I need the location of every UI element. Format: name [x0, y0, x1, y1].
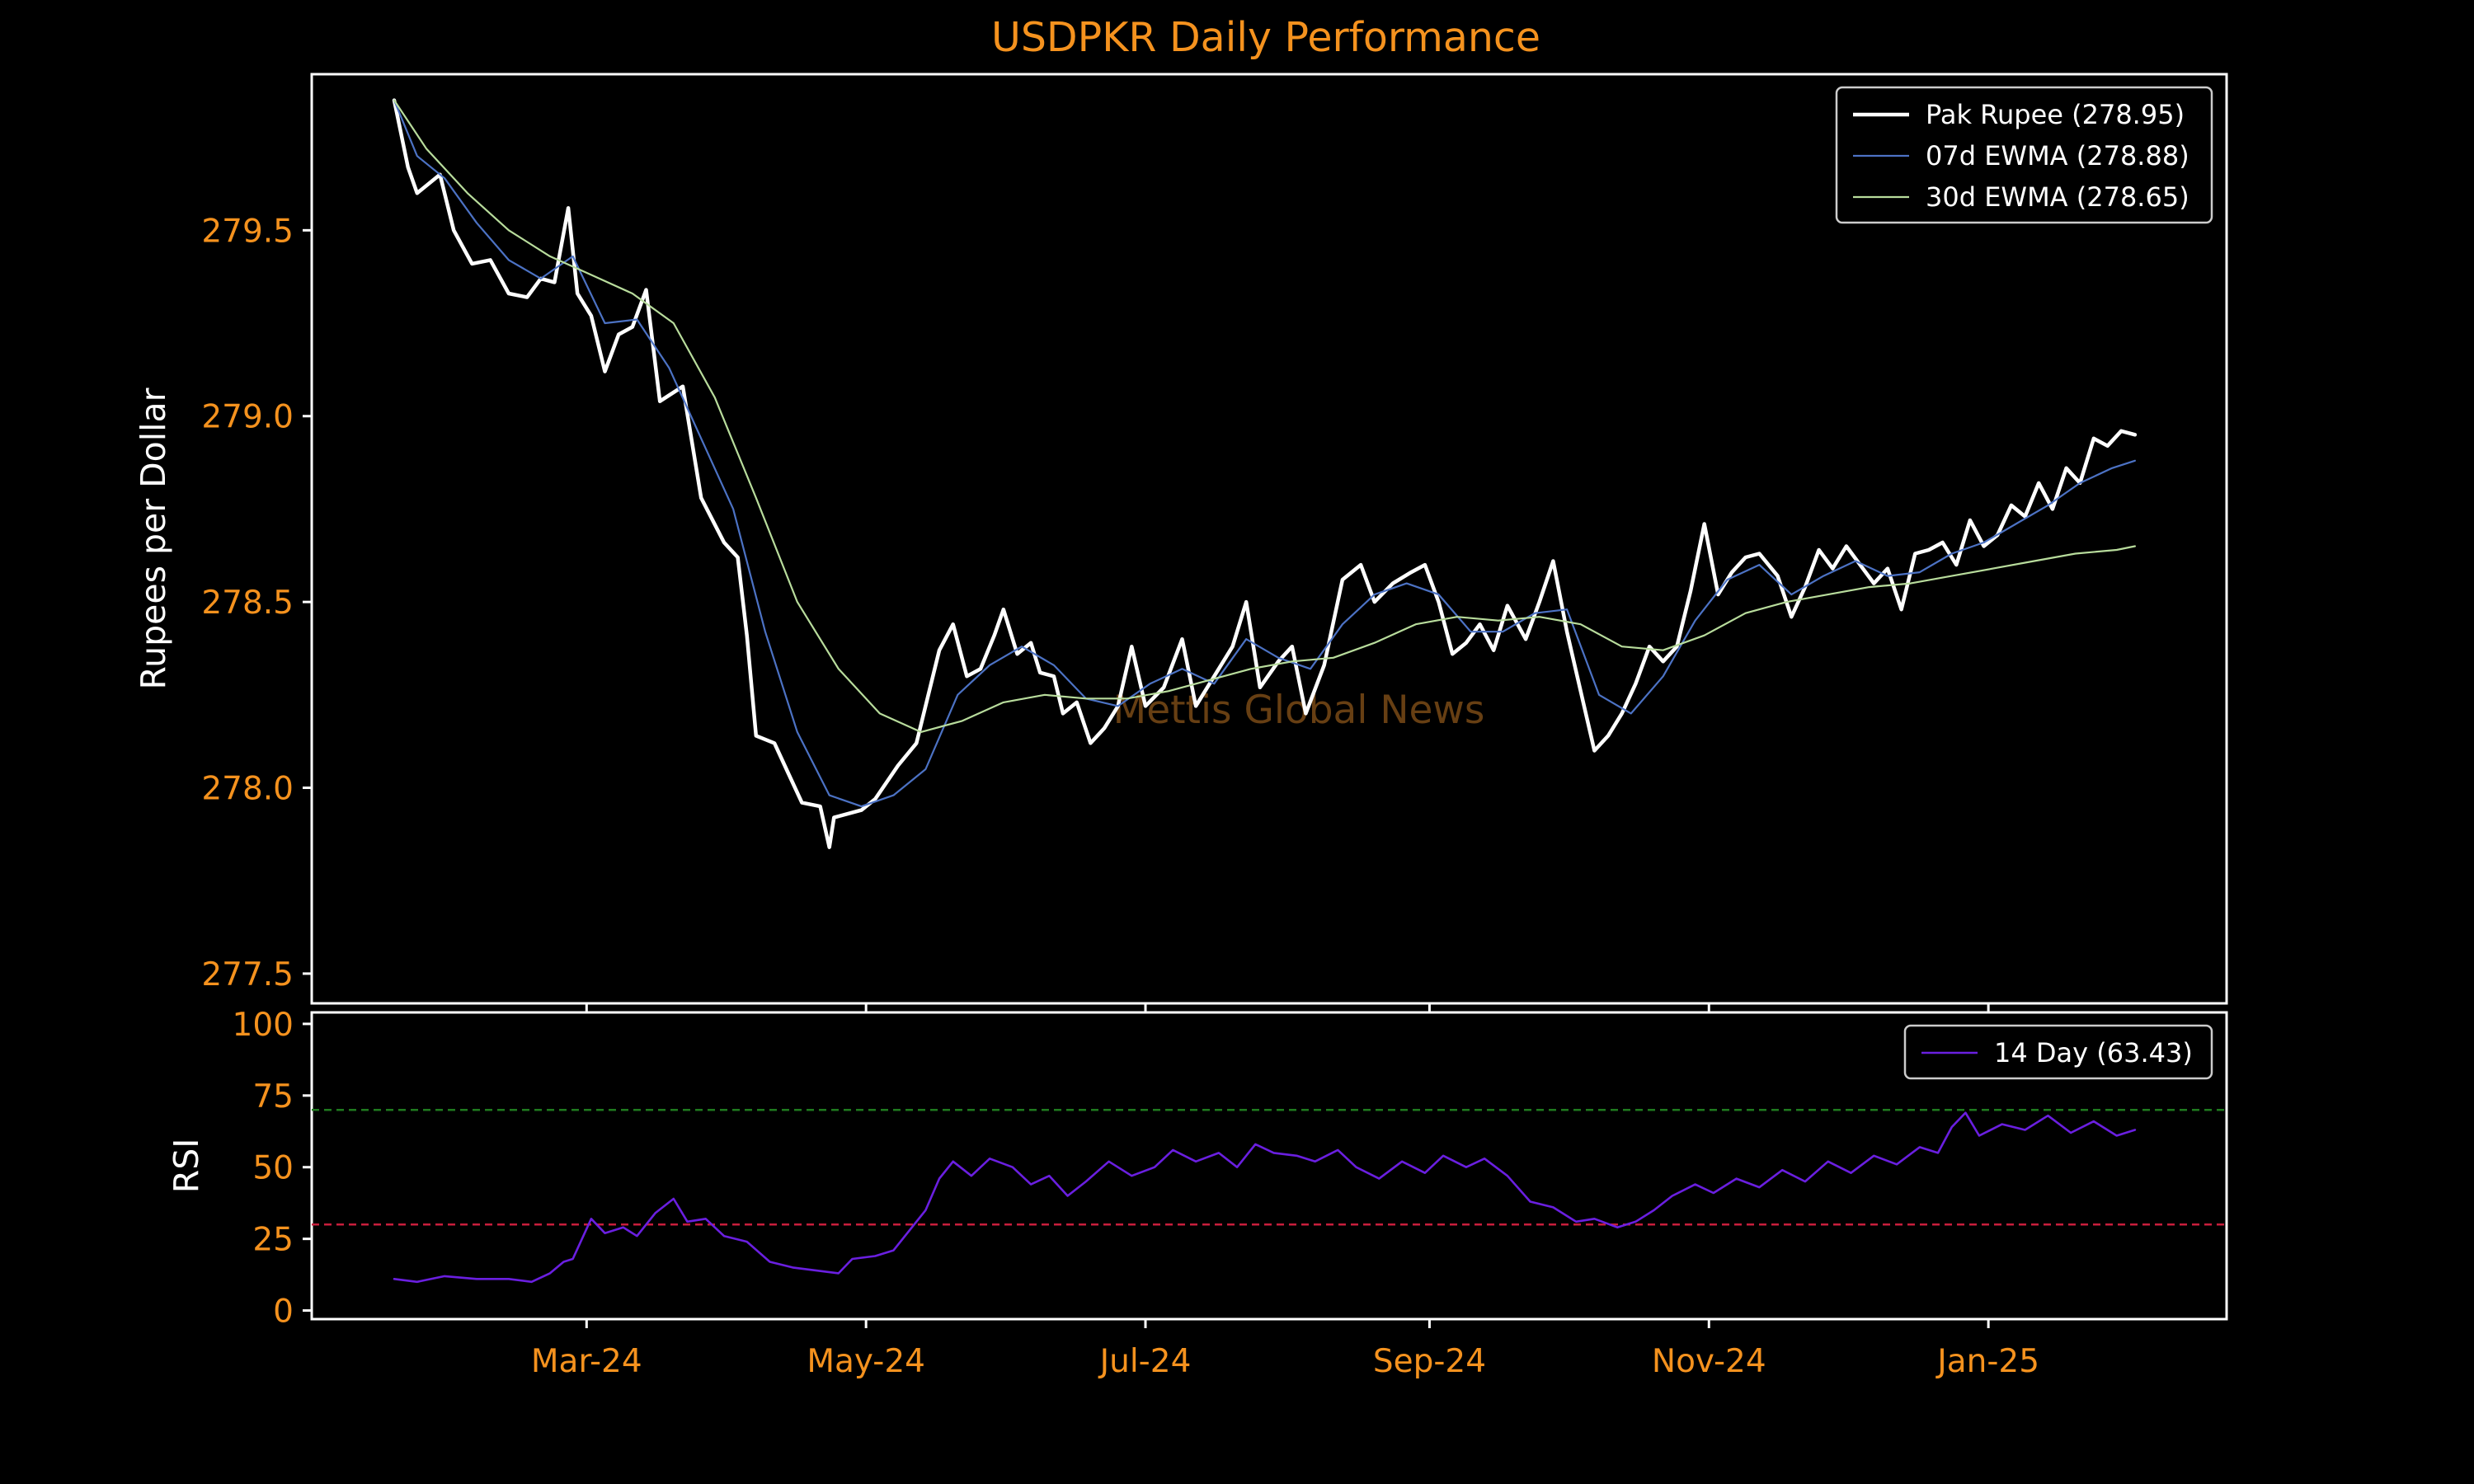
rsi-ytick-label: 0	[273, 1294, 294, 1331]
legend-label-30d-ewma-278-65: 30d EWMA (278.65)	[1926, 181, 2189, 213]
series-line-14-day-63-43	[393, 1111, 2137, 1284]
price-ytick-label: 278.0	[201, 771, 294, 808]
xtick-label: Mar-24	[531, 1343, 642, 1380]
rsi-ytick-label: 25	[252, 1222, 294, 1259]
series-line-07d-ewma-278-88	[393, 99, 2136, 808]
chart-title: USDPKR Daily Performance	[991, 14, 1540, 61]
rsi-legend-box	[1903, 1024, 2213, 1080]
x-axis: Mar-24 May-24 Jul-24 Sep-24 Nov-24 Jan-25	[531, 1003, 2039, 1380]
price-frame	[310, 73, 2228, 1005]
price-legend: Pak Rupee (278.95) 07d EWMA (278.88) 30d E…	[1835, 86, 2213, 224]
price-ytick-label: 277.5	[201, 956, 294, 993]
legend-label-14-day-63-43: 14 Day (63.43)	[1994, 1037, 2193, 1068]
xtick-label: Jan-25	[1935, 1343, 2039, 1380]
price-ytick-label: 279.0	[201, 399, 294, 436]
rsi-ytick-label: 50	[252, 1150, 294, 1187]
price-ytick-label: 278.5	[201, 585, 294, 622]
rsi-ytick-label: 75	[252, 1078, 294, 1115]
series-line-30d-ewma-278-65	[393, 99, 2136, 733]
rsi-legend: 14 Day (63.43)	[1903, 1024, 2213, 1080]
price-panel: 277.5 278.0 278.5 279.0 279.5 Rupees per Doll…	[134, 73, 2228, 1005]
series-line-pak-rupee-278-95	[392, 98, 2138, 849]
price-ylabel: Rupees per Dollar	[134, 387, 173, 689]
rsi-frame	[310, 1011, 2228, 1321]
price-legend-box	[1835, 86, 2213, 224]
rsi-ytick-label: 100	[233, 1007, 294, 1044]
price-ytick-label: 279.5	[201, 213, 294, 250]
xtick-label: May-24	[807, 1343, 925, 1380]
legend-label-pak-rupee-278-95: Pak Rupee (278.95)	[1926, 99, 2185, 130]
rsi-panel: 0 25 50 75 100 RSI 14 Day (63.43)	[167, 1007, 2228, 1331]
xtick-label: Jul-24	[1098, 1343, 1192, 1380]
legend-label-07d-ewma-278-88: 07d EWMA (278.88)	[1926, 140, 2189, 171]
xtick-label: Nov-24	[1652, 1343, 1766, 1380]
xtick-label: Sep-24	[1373, 1343, 1486, 1380]
rsi-ylabel: RSI	[167, 1139, 206, 1194]
watermark: Mettis Global News	[1113, 688, 1485, 733]
